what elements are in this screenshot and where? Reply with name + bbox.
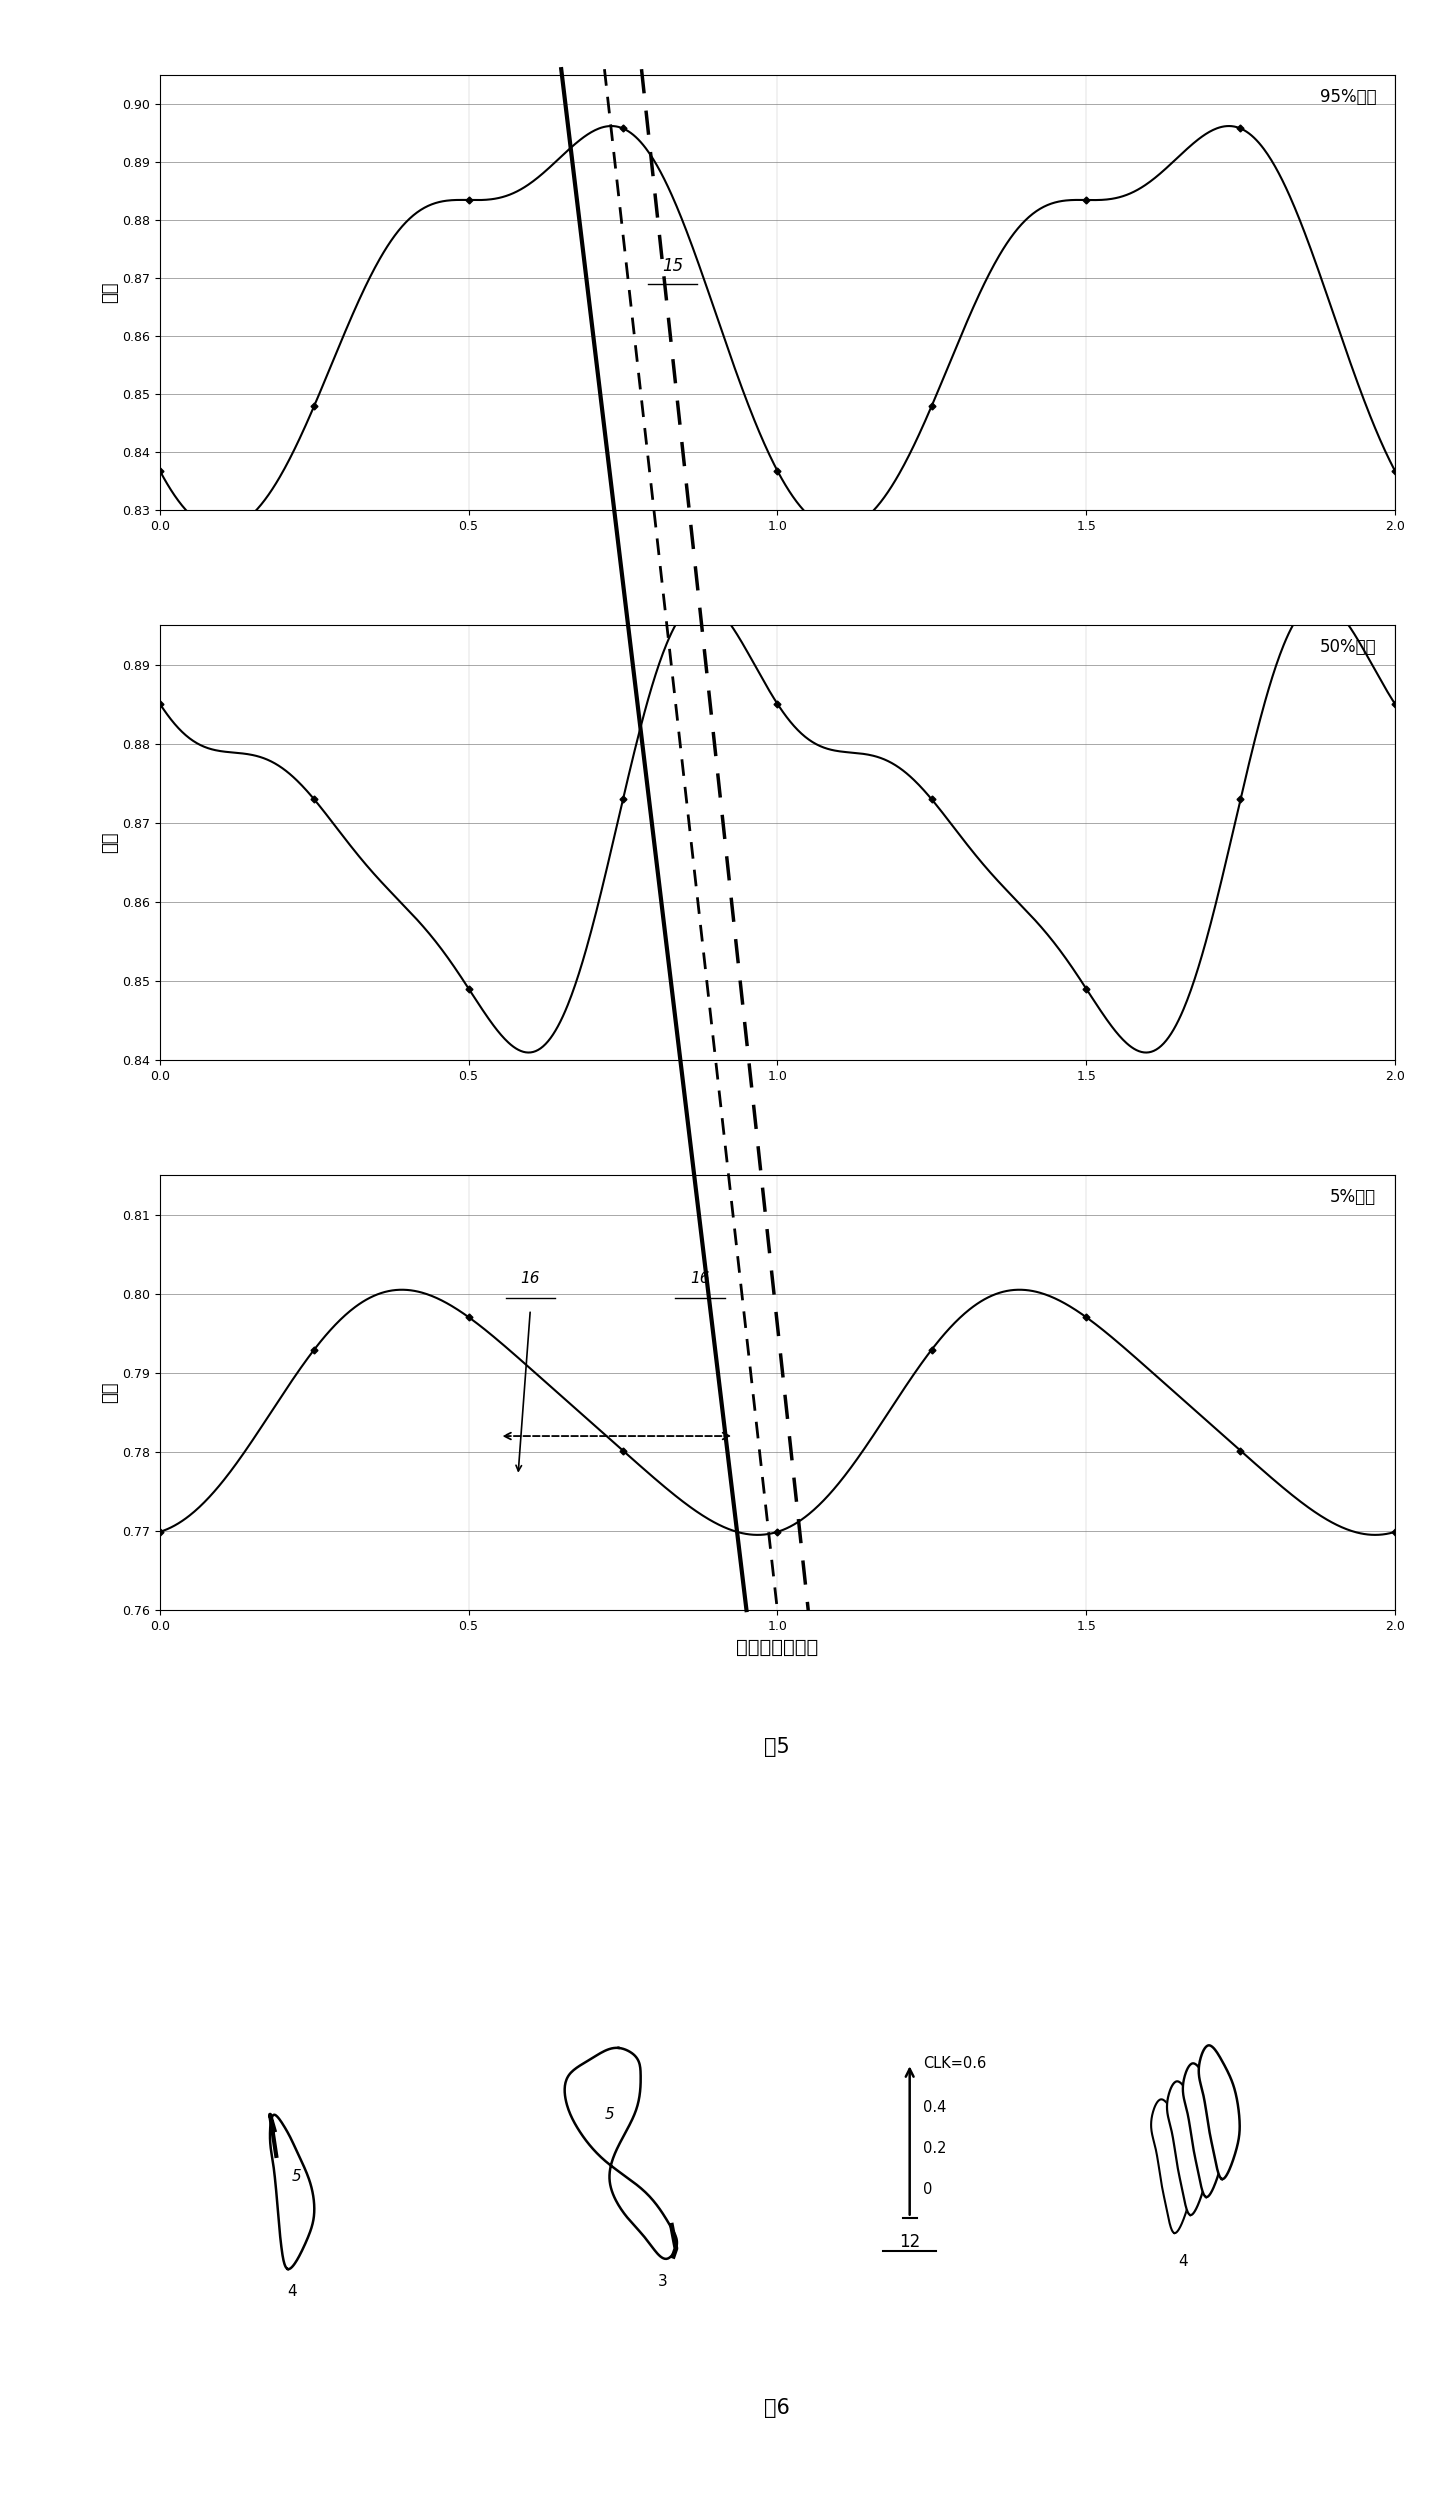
Text: 16: 16	[520, 1269, 541, 1284]
Text: 5: 5	[292, 2169, 301, 2184]
Polygon shape	[1151, 2099, 1191, 2234]
Y-axis label: 效率: 效率	[102, 832, 119, 852]
Polygon shape	[1167, 2082, 1207, 2214]
Text: 5: 5	[1213, 2089, 1222, 2104]
Text: 0.4: 0.4	[923, 2099, 946, 2114]
Text: 0: 0	[923, 2182, 933, 2197]
Text: 5: 5	[604, 2107, 615, 2122]
Text: CLK=0.6: CLK=0.6	[923, 2057, 987, 2072]
Text: 图5: 图5	[764, 1737, 790, 1757]
Text: 12: 12	[899, 2234, 920, 2252]
Text: 3: 3	[658, 2274, 667, 2289]
Text: 50%展高: 50%展高	[1319, 637, 1376, 657]
Polygon shape	[1199, 2044, 1239, 2179]
Polygon shape	[565, 2047, 677, 2259]
Text: 0.2: 0.2	[923, 2142, 946, 2157]
Text: 4: 4	[1178, 2254, 1189, 2269]
Polygon shape	[270, 2114, 314, 2269]
X-axis label: 无量纲时序位置: 无量纲时序位置	[737, 1639, 818, 1657]
Polygon shape	[1183, 2064, 1223, 2197]
Text: 5%展高: 5%展高	[1331, 1187, 1376, 1207]
Text: 4: 4	[288, 2284, 296, 2299]
Text: 15: 15	[661, 257, 683, 275]
Text: 图6: 图6	[764, 2399, 790, 2419]
Y-axis label: 效率: 效率	[102, 1382, 119, 1404]
Y-axis label: 效率: 效率	[102, 282, 119, 302]
Text: 16: 16	[690, 1269, 711, 1284]
Text: 95%展高: 95%展高	[1319, 87, 1376, 105]
